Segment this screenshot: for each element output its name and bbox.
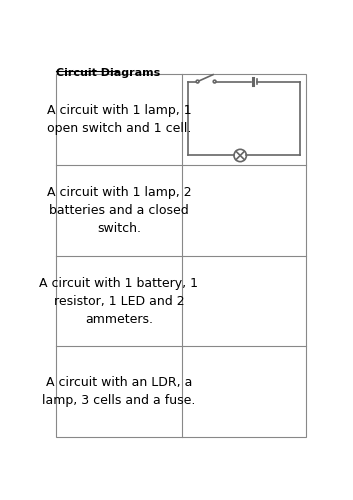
Text: A circuit with 1 lamp, 1
open switch and 1 cell.: A circuit with 1 lamp, 1 open switch and… [47, 104, 191, 135]
Text: Circuit Diagrams: Circuit Diagrams [56, 68, 160, 78]
Text: A circuit with 1 battery, 1
resistor, 1 LED and 2
ammeters.: A circuit with 1 battery, 1 resistor, 1 … [40, 276, 198, 326]
Text: A circuit with an LDR, a
lamp, 3 cells and a fuse.: A circuit with an LDR, a lamp, 3 cells a… [42, 376, 196, 408]
Circle shape [213, 80, 216, 83]
Text: A circuit with 1 lamp, 2
batteries and a closed
switch.: A circuit with 1 lamp, 2 batteries and a… [47, 186, 191, 234]
Circle shape [196, 80, 199, 83]
